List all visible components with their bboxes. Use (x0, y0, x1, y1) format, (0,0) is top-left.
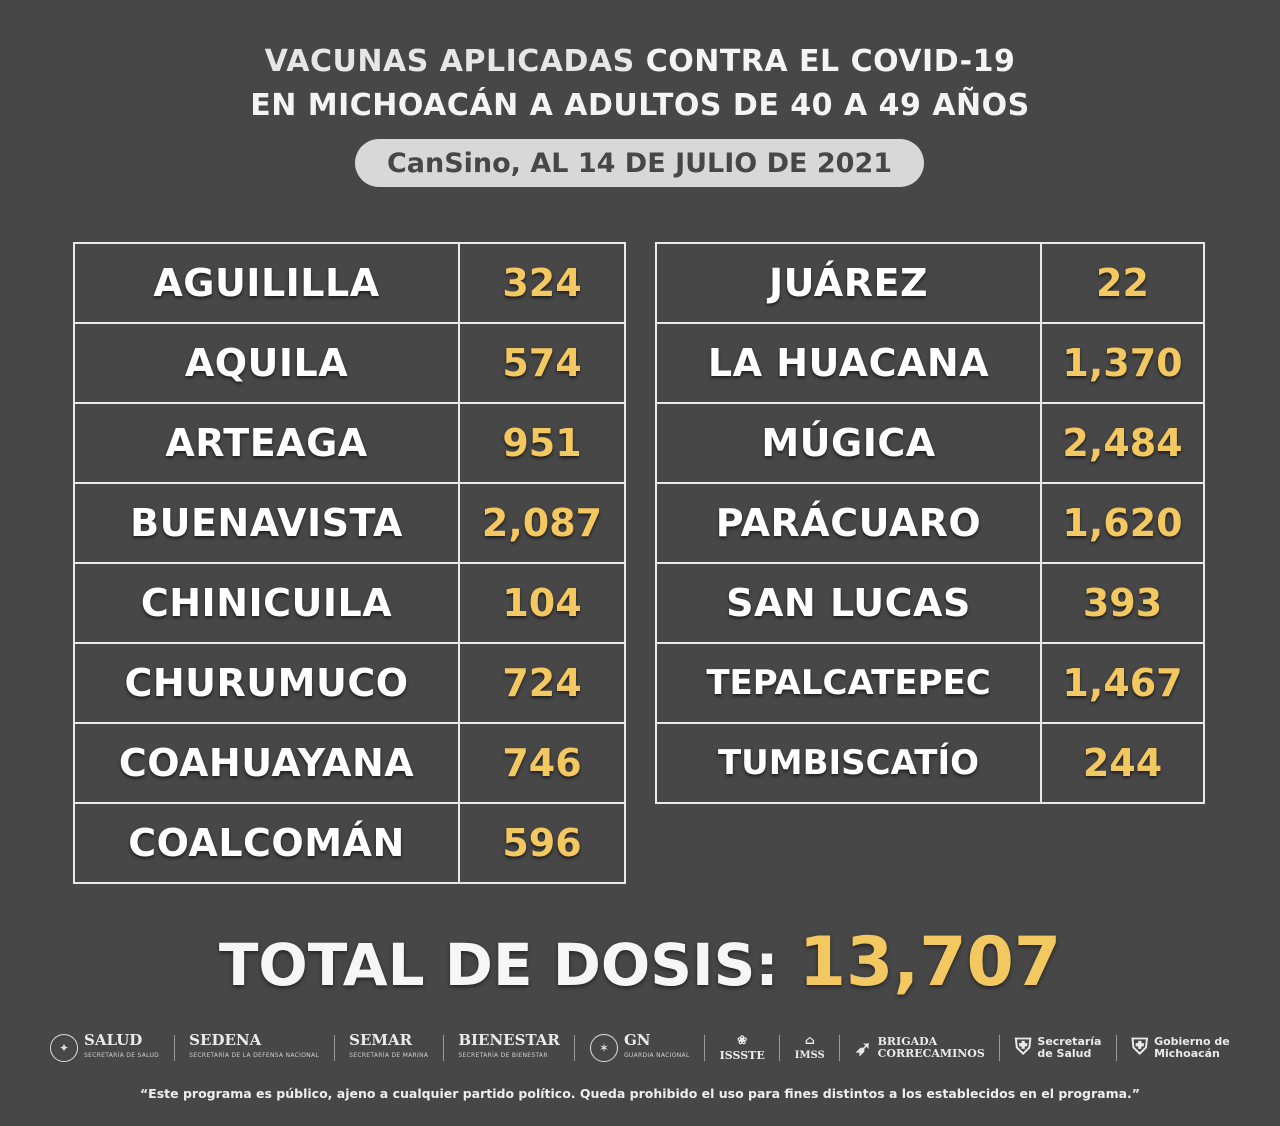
imss-logo: ⌂ IMSS (794, 1033, 825, 1061)
state-shield-icon: ⛨ (1014, 1035, 1032, 1060)
municipality-name: AGUILILLA (73, 242, 460, 324)
divider (173, 1035, 175, 1061)
table-row: TEPALCATEPEC 1,467 (655, 642, 1205, 724)
disclaimer: “Este programa es público, ajeno a cualq… (139, 1086, 1141, 1101)
municipality-name: AQUILA (73, 322, 460, 404)
table-row: COALCOMÁN 596 (73, 802, 626, 884)
municipality-table-left: AGUILILLA 324 AQUILA 574 ARTEAGA 951 BUENAVIST… (73, 242, 626, 884)
title-line-2: EN MICHOACÁN A ADULTOS DE 40 A 49 AÑOS (250, 88, 1030, 123)
eagle-badge-icon: ✶ (589, 1034, 618, 1062)
municipality-name: MÚGICA (655, 402, 1042, 484)
municipality-name: PARÁCUARO (655, 482, 1042, 564)
dose-count: 393 (1040, 562, 1205, 644)
table-row: ARTEAGA 951 (73, 402, 626, 484)
dose-count: 951 (458, 402, 626, 484)
table-row: LA HUACANA 1,370 (655, 322, 1205, 404)
dose-count: 22 (1040, 242, 1205, 324)
dose-count: 724 (458, 642, 626, 724)
issste-emblem-icon: ❀ (737, 1033, 748, 1047)
divider (574, 1035, 576, 1061)
total-label: TOTAL DE DOSIS: (218, 931, 799, 999)
total-doses: TOTAL DE DOSIS: 13,707 (0, 918, 1280, 1010)
dose-count: 244 (1040, 722, 1205, 804)
table-row: AQUILA 574 (73, 322, 626, 404)
dose-count: 2,484 (1040, 402, 1205, 484)
divider (839, 1035, 841, 1061)
table-row: CHURUMUCO 724 (73, 642, 626, 724)
dose-count: 596 (458, 802, 626, 884)
municipality-name: LA HUACANA (655, 322, 1042, 404)
bienestar-logo: BIENESTAR SECRETARÍA DE BIENESTAR (458, 1031, 560, 1060)
dose-count: 1,370 (1040, 322, 1205, 404)
municipality-name: COALCOMÁN (73, 802, 460, 884)
dose-count: 746 (458, 722, 626, 804)
secretaria-salud-michoacan-logo: ⛨ Secretaría de Salud (1014, 1035, 1102, 1060)
sedena-logo: SEDENA SECRETARÍA DE LA DEFENSA NACIONAL (189, 1031, 320, 1060)
dose-count: 1,620 (1040, 482, 1205, 564)
roadrunner-icon: ➶ (854, 1036, 872, 1060)
logo-strip: ✦ SALUD SECRETARÍA DE SALUD SEDENA SECRETA… (50, 1030, 1230, 1066)
divider (779, 1035, 781, 1061)
date-badge: CanSino, AL 14 DE JULIO DE 2021 (355, 139, 924, 187)
table-row: SAN LUCAS 393 (655, 562, 1205, 644)
table-row: CHINICUILA 104 (73, 562, 626, 644)
dose-count: 1,467 (1040, 642, 1205, 724)
municipality-name: TUMBISCATÍO (655, 722, 1042, 804)
municipality-name: BUENAVISTA (73, 482, 460, 564)
divider (999, 1035, 1001, 1061)
municipality-name: CHURUMUCO (73, 642, 460, 724)
brigada-correcaminos-logo: ➶ BRIGADA CORRECAMINOS (854, 1035, 985, 1061)
municipality-name: ARTEAGA (73, 402, 460, 484)
dose-count: 574 (458, 322, 626, 404)
gn-logo: ✶ GN GUARDIA NACIONAL (589, 1033, 690, 1063)
divider (1116, 1035, 1118, 1061)
salud-logo: ✦ SALUD SECRETARÍA DE SALUD (50, 1033, 159, 1063)
table-row: AGUILILLA 324 (73, 242, 626, 324)
gobierno-michoacan-logo: ⛨ Gobierno de Michoacán (1131, 1035, 1230, 1060)
table-row: PARÁCUARO 1,620 (655, 482, 1205, 564)
dose-count: 104 (458, 562, 626, 644)
issste-logo: ❀ ISSSTE (719, 1033, 765, 1062)
dose-count: 2,087 (458, 482, 626, 564)
municipality-table-right: JUÁREZ 22 LA HUACANA 1,370 MÚGICA 2,484 PARÁCU… (655, 242, 1205, 804)
dose-count: 324 (458, 242, 626, 324)
municipality-name: COAHUAYANA (73, 722, 460, 804)
table-row: JUÁREZ 22 (655, 242, 1205, 324)
divider (333, 1035, 335, 1061)
divider (704, 1035, 706, 1061)
state-shield-icon: ⛨ (1131, 1035, 1149, 1060)
total-value: 13,707 (798, 923, 1062, 1002)
page-title: VACUNAS APLICADAS CONTRA EL COVID-19 EN … (0, 40, 1280, 128)
table-row: MÚGICA 2,484 (655, 402, 1205, 484)
table-row: BUENAVISTA 2,087 (73, 482, 626, 564)
municipality-name: TEPALCATEPEC (655, 642, 1042, 724)
divider (442, 1035, 444, 1061)
municipality-name: JUÁREZ (655, 242, 1042, 324)
municipality-name: CHINICUILA (73, 562, 460, 644)
table-row: TUMBISCATÍO 244 (655, 722, 1205, 804)
eagle-seal-icon: ✦ (50, 1034, 78, 1062)
municipality-name: SAN LUCAS (655, 562, 1042, 644)
semar-logo: SEMAR SECRETARÍA DE MARINA (349, 1031, 429, 1060)
table-row: COAHUAYANA 746 (73, 722, 626, 804)
imss-emblem-icon: ⌂ (804, 1033, 815, 1047)
title-line-1: VACUNAS APLICADAS CONTRA EL COVID-19 (264, 44, 1016, 79)
